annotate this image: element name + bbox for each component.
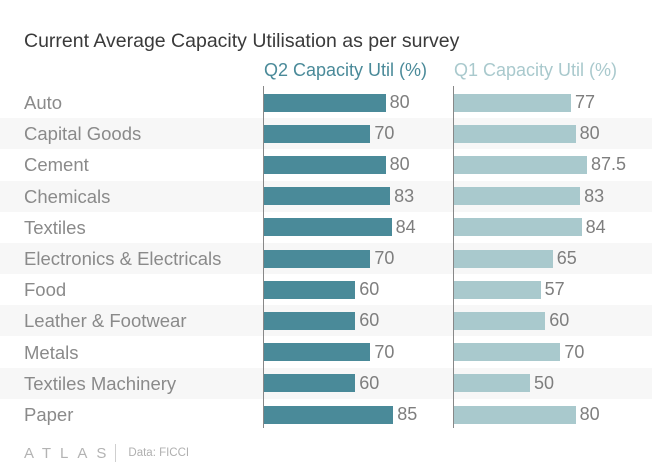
category-label: Chemicals: [24, 185, 111, 207]
footer: ATLAS Data: FICCI: [24, 442, 189, 464]
series-header-q1: Q1 Capacity Util (%): [454, 60, 618, 80]
value-label-q2: 85: [397, 404, 418, 424]
bar-q2: [264, 187, 391, 206]
bar-q1: [454, 405, 576, 424]
value-label-q2: 70: [374, 248, 395, 268]
category-label: Electronics & Electricals: [24, 248, 222, 269]
category-label: Textiles: [24, 216, 86, 238]
bar-q2: [264, 405, 394, 424]
bar-q2: [264, 312, 356, 330]
value-label-q2: 70: [374, 123, 395, 144]
category-label: Metals: [24, 341, 79, 363]
category-label: Paper: [24, 404, 74, 425]
bar-q2: [264, 280, 356, 299]
value-label-q2: 70: [374, 341, 395, 362]
value-label-q1: 57: [544, 279, 565, 300]
value-label-q1: 65: [556, 248, 577, 268]
bar-q2: [264, 156, 386, 174]
value-label-q2: 83: [394, 185, 415, 206]
bar-q1: [454, 124, 576, 143]
category-label: Cement: [24, 154, 89, 176]
value-label-q2: 80: [389, 154, 410, 175]
value-label-q1: 80: [579, 123, 600, 144]
atlas-logo: ATLAS: [24, 444, 116, 462]
bar-q1: [454, 218, 582, 237]
bar-q2: [264, 374, 356, 393]
value-label-q2: 60: [359, 310, 380, 331]
value-label-q1: 83: [584, 185, 605, 206]
value-label-q1: 70: [564, 341, 585, 362]
data-source: Data: FICCI: [128, 447, 190, 459]
axis-line-q1: [453, 86, 454, 428]
bar-q2: [264, 343, 371, 362]
category-label: Auto: [24, 92, 63, 113]
bar-q1: [454, 156, 587, 174]
bar-q2: [264, 249, 371, 268]
value-label-q1: 84: [585, 216, 606, 237]
bar-q1: [454, 374, 530, 393]
axis-line-q2: [263, 86, 264, 428]
value-label-q1: 80: [579, 404, 600, 424]
series-header-q2: Q2 Capacity Util (%): [264, 60, 428, 80]
category-label: Textiles Machinery: [24, 372, 177, 394]
chart-title: Current Average Capacity Utilisation as …: [24, 30, 460, 52]
value-label-q1: 87.5: [591, 154, 627, 175]
category-label: Leather & Footwear: [24, 310, 187, 332]
category-label: Food: [24, 279, 67, 301]
bar-q1: [454, 280, 541, 299]
bar-q2: [264, 218, 392, 237]
category-label: Capital Goods: [24, 123, 142, 145]
footer-divider: [115, 444, 117, 462]
value-label-q2: 80: [389, 92, 410, 112]
value-label-q2: 60: [359, 372, 380, 393]
value-label-q1: 60: [549, 310, 570, 331]
bar-q2: [264, 93, 386, 112]
value-label-q2: 60: [359, 279, 380, 300]
value-label-q2: 84: [395, 216, 416, 237]
bar-q1: [454, 343, 561, 362]
bar-q1: [454, 93, 572, 112]
value-label-q1: 77: [575, 92, 596, 112]
value-label-q1: 50: [534, 372, 555, 393]
bar-q1: [454, 249, 553, 268]
bar-q2: [264, 124, 371, 143]
bar-q1: [454, 187, 581, 206]
bar-q1: [454, 312, 546, 330]
